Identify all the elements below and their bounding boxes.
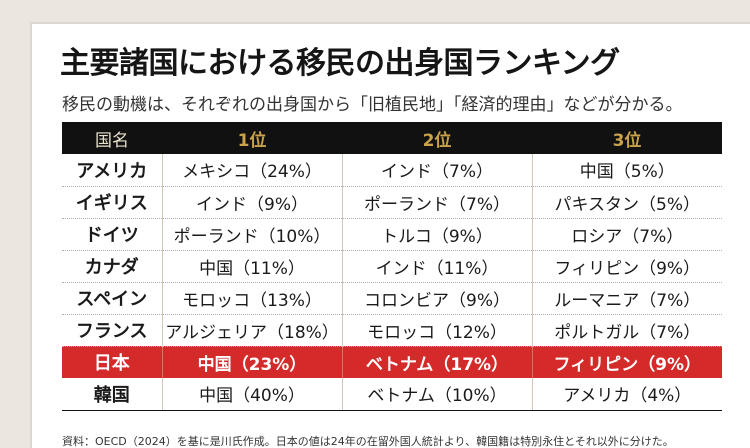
row-country: ドイツ (62, 218, 162, 251)
page-title: 主要諸国における移民の出身国ランキング (60, 46, 620, 81)
rank-2-cell: インド（7%） (341, 154, 532, 187)
rank-3-cell: パキスタン（5%） (531, 186, 722, 219)
rank-1-cell: インド（9%） (161, 186, 342, 219)
rank-2-cell: ポーランド（7%） (341, 186, 532, 219)
rank-2-cell: コロンビア（9%） (341, 282, 532, 315)
ranking-table: 国名 1位 2位 3位 アメリカ メキシコ（24%） インド（7%） 中国（5%… (62, 122, 722, 411)
row-country: スペイン (62, 282, 162, 315)
rank-3-cell: ロシア（7%） (531, 218, 722, 251)
row-country: 韓国 (62, 378, 162, 411)
rank-2-cell: ベトナム（17%） (341, 346, 532, 378)
rank-2-cell: ベトナム（10%） (341, 378, 532, 411)
rank-1-cell: 中国（23%） (161, 346, 342, 378)
table-row: スペイン モロッコ（13%） コロンビア（9%） ルーマニア（7%） (62, 282, 722, 315)
rank-3-cell: ルーマニア（7%） (531, 282, 722, 315)
header-rank-1: 1位 (162, 122, 342, 154)
rank-3-cell: フィリピン（9%） (531, 346, 722, 378)
rank-1-cell: アルジェリア（18%） (161, 314, 342, 347)
table-row: 韓国 中国（40%） ベトナム（10%） アメリカ（4%） (62, 378, 722, 411)
table-row-highlighted: 日本 中国（23%） ベトナム（17%） フィリピン（9%） (62, 346, 722, 378)
table-row: フランス アルジェリア（18%） モロッコ（12%） ポルトガル（7%） (62, 314, 722, 347)
rank-3-cell: アメリカ（4%） (531, 378, 722, 411)
rank-1-cell: 中国（40%） (161, 378, 342, 411)
table-row: カナダ 中国（11%） インド（11%） フィリピン（9%） (62, 250, 722, 283)
rank-1-cell: モロッコ（13%） (161, 282, 342, 315)
rank-1-cell: 中国（11%） (161, 250, 342, 283)
row-country: イギリス (62, 186, 162, 219)
row-country: カナダ (62, 250, 162, 283)
header-rank-3: 3位 (532, 122, 722, 154)
infographic-card: 主要諸国における移民の出身国ランキング 移民の動機は、それぞれの出身国から「旧植… (30, 22, 750, 448)
rank-3-cell: フィリピン（9%） (531, 250, 722, 283)
rank-1-cell: メキシコ（24%） (161, 154, 342, 187)
table-header-row: 国名 1位 2位 3位 (62, 122, 722, 154)
header-country: 国名 (62, 122, 162, 154)
row-country: 日本 (62, 346, 162, 378)
table-row: アメリカ メキシコ（24%） インド（7%） 中国（5%） (62, 154, 722, 187)
rank-3-cell: ポルトガル（7%） (531, 314, 722, 347)
page-subtitle: 移民の動機は、それぞれの出身国から「旧植民地」「経済的理由」などが分かる。 (62, 95, 683, 115)
rank-2-cell: トルコ（9%） (341, 218, 532, 251)
table-row: ドイツ ポーランド（10%） トルコ（9%） ロシア（7%） (62, 218, 722, 251)
source-note: 資料：OECD（2024）を基に是川氏作成。日本の値は24年の在留外国人統計より… (62, 435, 674, 448)
rank-3-cell: 中国（5%） (531, 154, 722, 187)
rank-2-cell: インド（11%） (341, 250, 532, 283)
row-country: フランス (62, 314, 162, 347)
rank-2-cell: モロッコ（12%） (341, 314, 532, 347)
header-rank-2: 2位 (342, 122, 532, 154)
rank-1-cell: ポーランド（10%） (161, 218, 342, 251)
table-row: イギリス インド（9%） ポーランド（7%） パキスタン（5%） (62, 186, 722, 219)
row-country: アメリカ (62, 154, 162, 187)
